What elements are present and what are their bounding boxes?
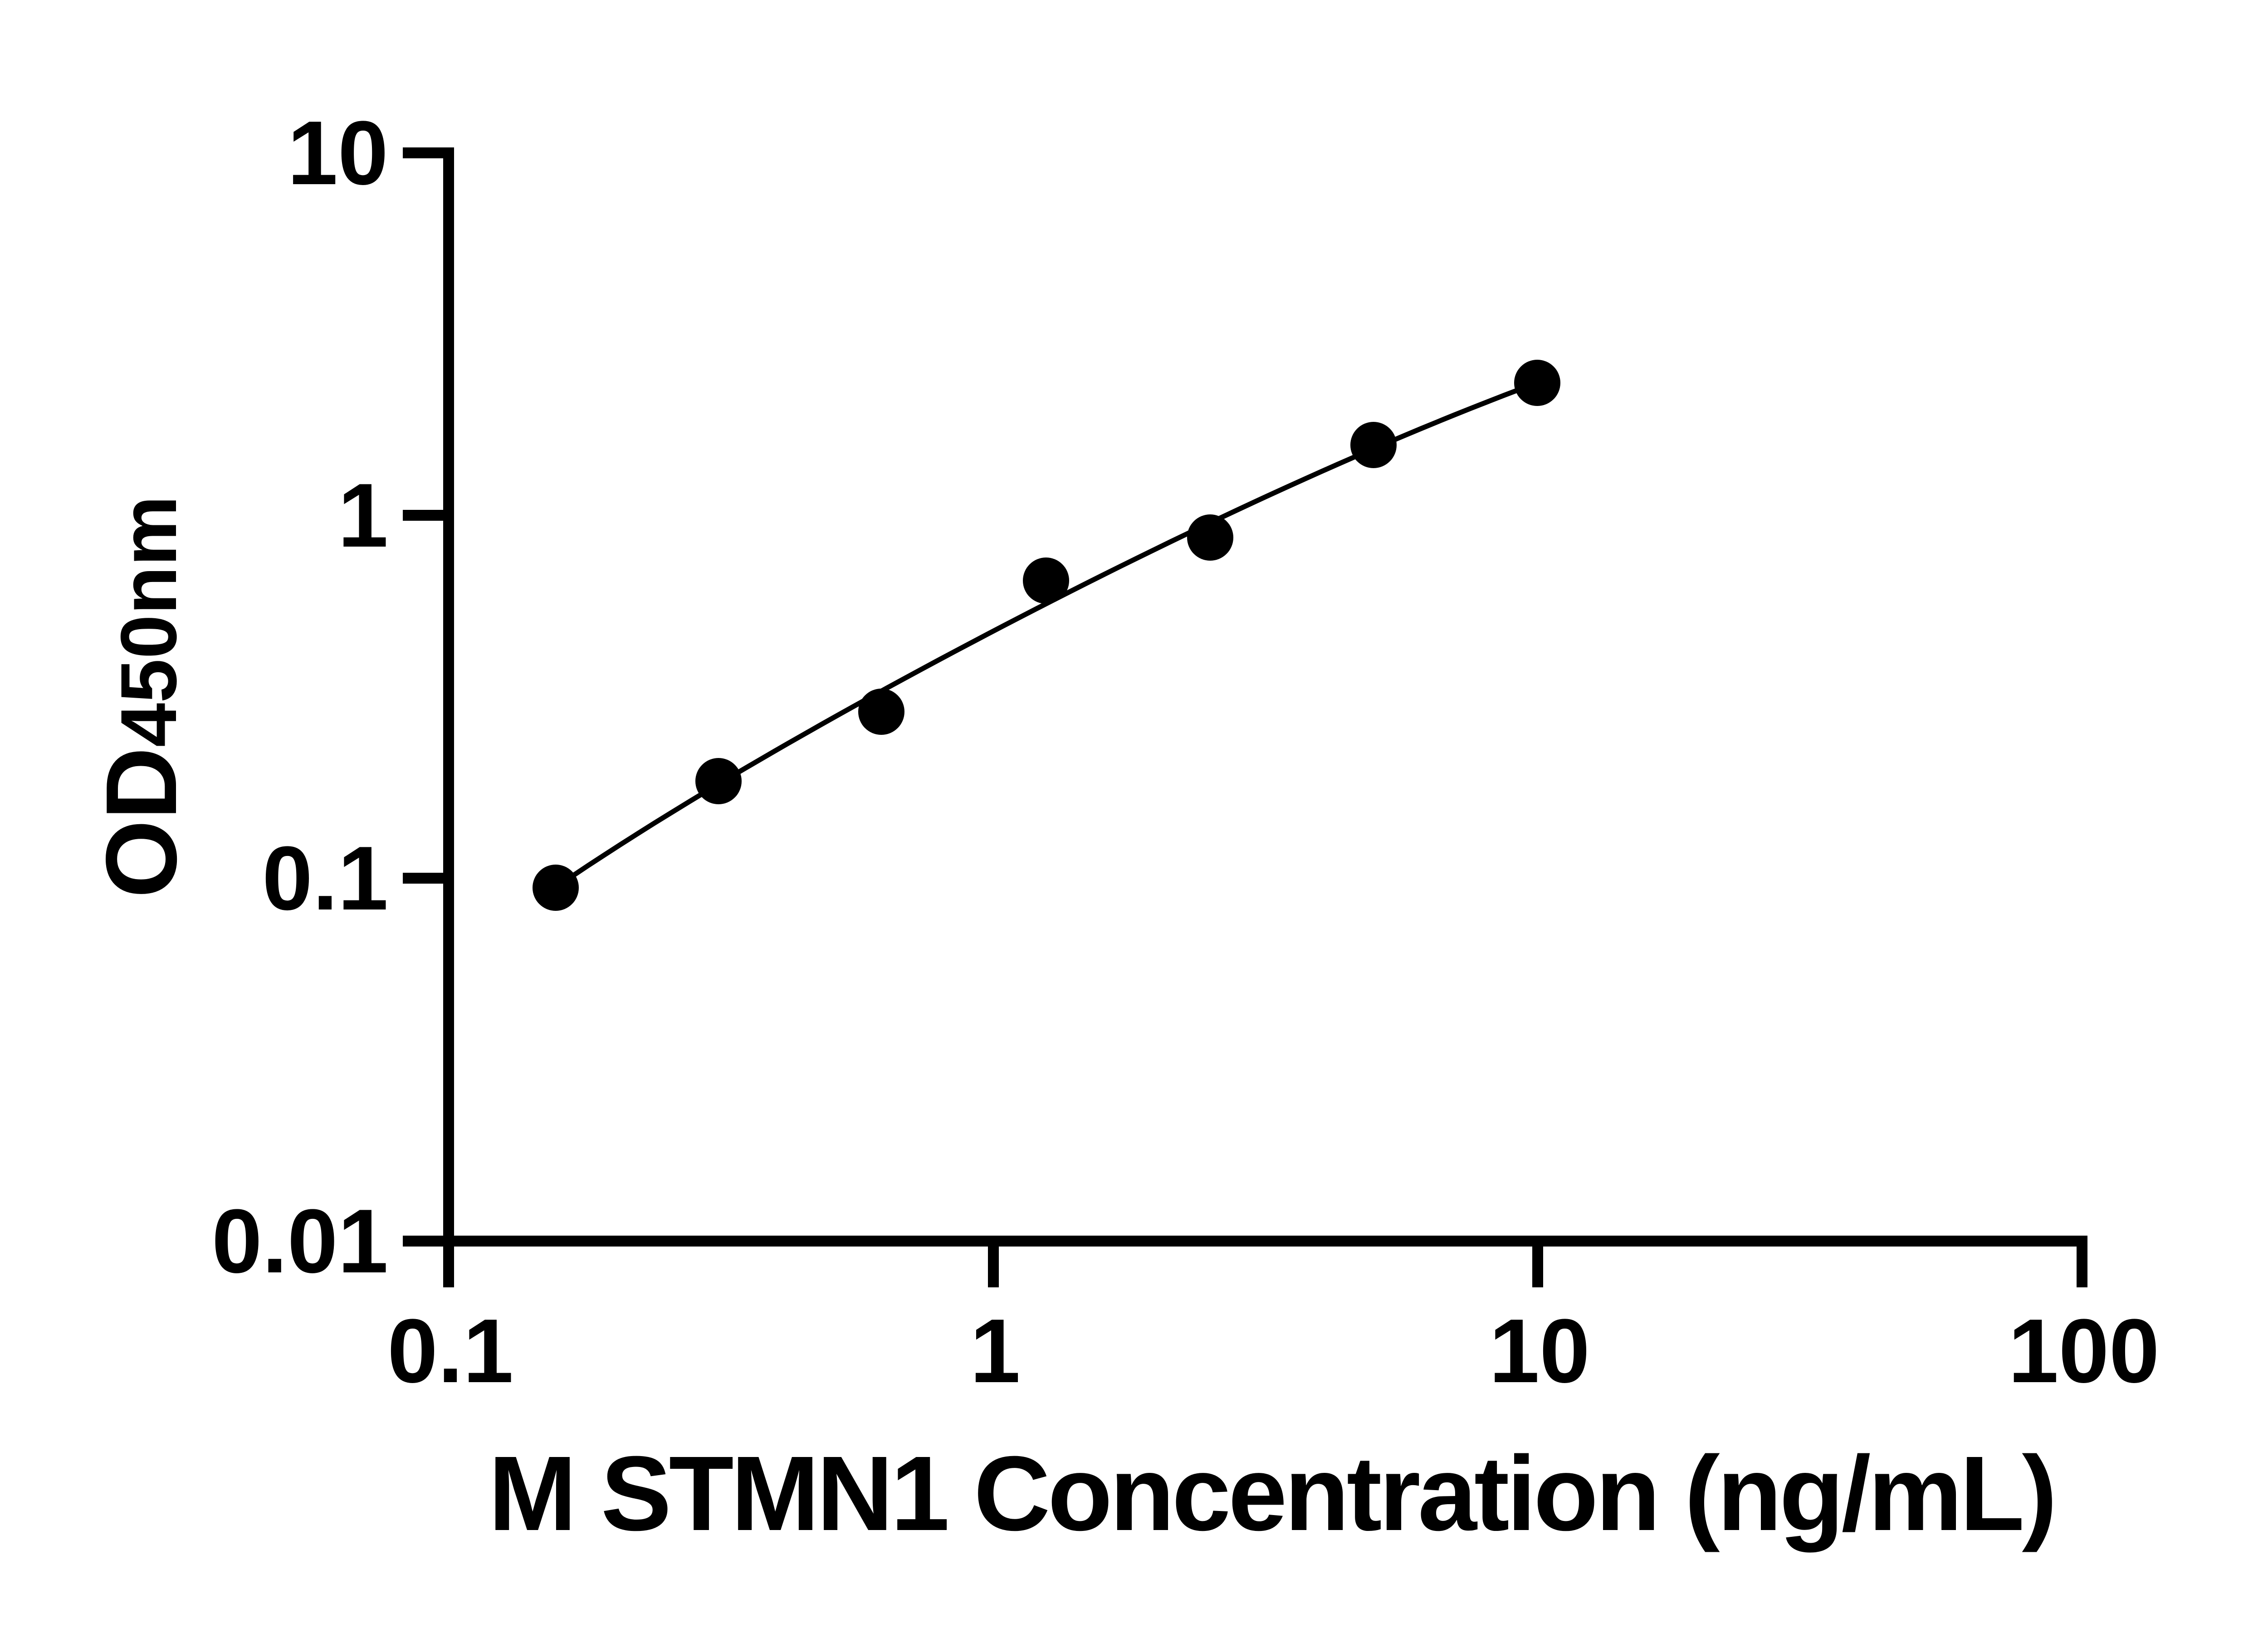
svg-text:0.1: 0.1 bbox=[262, 828, 388, 929]
svg-text:0.01: 0.01 bbox=[212, 1191, 388, 1292]
svg-text:10: 10 bbox=[288, 103, 388, 204]
svg-text:M STMN1 Concentration (ng/mL): M STMN1 Concentration (ng/mL) bbox=[489, 1434, 2055, 1553]
svg-text:1: 1 bbox=[338, 465, 388, 566]
svg-text:0.1: 0.1 bbox=[387, 1301, 513, 1402]
svg-text:100: 100 bbox=[2008, 1301, 2160, 1402]
svg-text:10: 10 bbox=[1489, 1301, 1590, 1402]
svg-text:1: 1 bbox=[970, 1301, 1020, 1402]
